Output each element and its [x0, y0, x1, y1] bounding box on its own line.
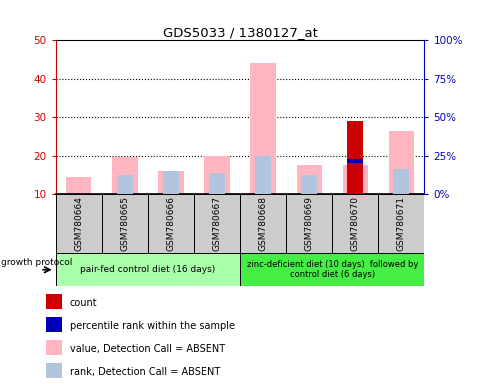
Bar — [112, 157, 137, 194]
Bar — [158, 171, 183, 194]
Text: GSM780666: GSM780666 — [166, 196, 175, 251]
Bar — [378, 194, 424, 253]
Text: GSM780668: GSM780668 — [258, 196, 267, 251]
Bar — [342, 165, 367, 194]
Bar — [240, 194, 286, 253]
Text: GSM780670: GSM780670 — [350, 196, 359, 251]
Bar — [332, 194, 378, 253]
Bar — [347, 159, 363, 163]
Bar — [56, 253, 240, 286]
Title: GDS5033 / 1380127_at: GDS5033 / 1380127_at — [162, 26, 317, 39]
Bar — [148, 194, 194, 253]
Bar — [46, 317, 62, 333]
Bar — [46, 294, 62, 310]
Text: zinc-deficient diet (10 days)  followed by
control diet (6 days): zinc-deficient diet (10 days) followed b… — [246, 260, 417, 280]
Text: GSM780664: GSM780664 — [74, 196, 83, 251]
Bar — [102, 194, 148, 253]
Bar — [117, 175, 133, 194]
Bar — [194, 194, 240, 253]
Bar — [296, 165, 321, 194]
Text: GSM780665: GSM780665 — [120, 196, 129, 251]
Bar — [46, 363, 62, 379]
Bar — [286, 194, 332, 253]
Text: percentile rank within the sample: percentile rank within the sample — [70, 321, 234, 331]
Text: count: count — [70, 298, 97, 308]
Text: growth protocol: growth protocol — [1, 258, 72, 267]
Bar — [46, 340, 62, 356]
Bar — [255, 156, 271, 194]
Bar — [393, 169, 408, 194]
Bar — [209, 173, 225, 194]
Bar — [250, 63, 275, 194]
Bar — [388, 131, 413, 194]
Bar — [240, 253, 424, 286]
Bar — [347, 121, 363, 194]
Text: rank, Detection Call = ABSENT: rank, Detection Call = ABSENT — [70, 367, 220, 377]
Bar — [163, 171, 179, 194]
Text: GSM780671: GSM780671 — [396, 196, 405, 251]
Bar — [301, 175, 317, 194]
Text: GSM780669: GSM780669 — [304, 196, 313, 251]
Bar — [56, 194, 102, 253]
Bar — [66, 177, 91, 194]
Bar — [204, 156, 229, 194]
Text: value, Detection Call = ABSENT: value, Detection Call = ABSENT — [70, 344, 225, 354]
Text: GSM780667: GSM780667 — [212, 196, 221, 251]
Text: pair-fed control diet (16 days): pair-fed control diet (16 days) — [80, 265, 215, 274]
